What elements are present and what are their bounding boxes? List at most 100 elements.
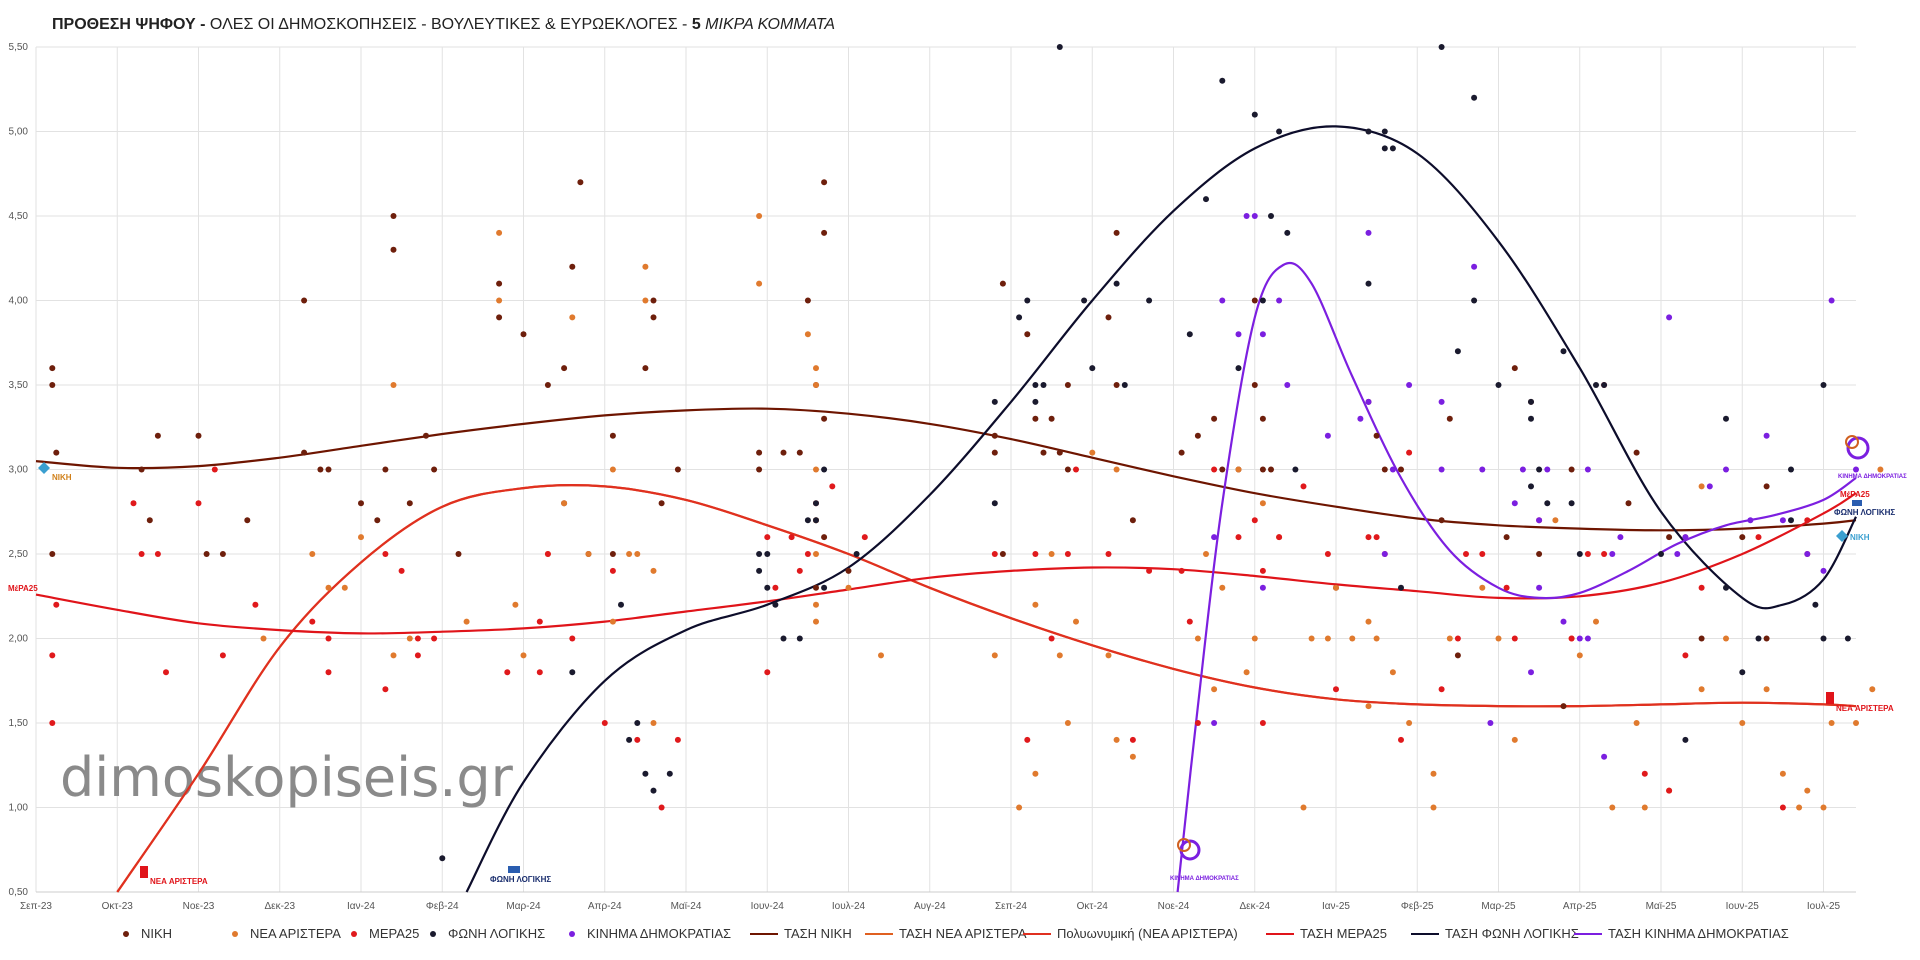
- x-tick-label: Σεπ-24: [995, 901, 1027, 912]
- data-point: [1219, 297, 1226, 304]
- data-point: [1593, 382, 1599, 388]
- data-point: [1064, 551, 1071, 557]
- data-point: [49, 382, 56, 388]
- data-point: [53, 601, 60, 608]
- data-point: [1454, 635, 1461, 642]
- data-point: [821, 415, 828, 422]
- data-point: [390, 246, 397, 253]
- data-point: [154, 432, 161, 439]
- data-point: [1544, 466, 1551, 473]
- data-point: [1511, 500, 1518, 507]
- data-point: [1324, 635, 1331, 642]
- data-point: [1576, 551, 1583, 557]
- x-axis: Σεπ-23 Οκτ-23 Νοε-23 Δεκ-23 Ιαν-24 Φεβ-24 Μαρ-…: [20, 901, 1841, 912]
- data-point: [991, 398, 998, 405]
- data-point: [406, 635, 413, 642]
- data-point: [1292, 466, 1299, 473]
- data-point: [666, 770, 673, 777]
- data-point: [821, 229, 828, 236]
- data-point: [991, 432, 998, 439]
- data-point: [1113, 736, 1120, 743]
- data-point: [1365, 280, 1372, 287]
- data-point: [1300, 483, 1307, 490]
- data-point: [1666, 534, 1673, 541]
- data-point: [650, 314, 657, 321]
- data-point: [1064, 466, 1071, 473]
- data-point: [1503, 584, 1510, 591]
- data-point: [49, 652, 56, 659]
- data-point: [1406, 449, 1413, 456]
- data-point: [1674, 551, 1681, 557]
- data-point: [999, 280, 1006, 287]
- data-point: [1333, 584, 1339, 591]
- data-point: [130, 500, 137, 507]
- data-point: [1178, 567, 1185, 574]
- legend-label: ΤΑΣΗ ΝΕΑ ΑΡΙΣΤΕΡΑ: [899, 926, 1027, 941]
- y-tick-label: 4,50: [9, 211, 29, 222]
- y-tick-label: 2,00: [9, 634, 29, 645]
- data-point: [195, 432, 202, 439]
- data-point: [813, 618, 819, 625]
- data-point: [1511, 635, 1518, 642]
- data-point: [1211, 686, 1218, 693]
- data-point: [1219, 466, 1226, 473]
- y-tick-label: 5,50: [9, 42, 29, 53]
- data-point: [1333, 686, 1339, 693]
- data-point: [1698, 635, 1705, 642]
- data-point: [674, 736, 681, 743]
- data-point: [1633, 720, 1640, 726]
- data-point: [569, 635, 576, 642]
- data-point: [756, 466, 763, 473]
- legend-label: ΤΑΣΗ ΝΙΚΗ: [784, 926, 852, 941]
- data-point: [390, 382, 397, 388]
- logo-kinima-right-text: ΚΙΝΗΜΑ ΔΗΜΟΚΡΑΤΙΑΣ: [1838, 474, 1907, 480]
- data-point: [1438, 686, 1445, 693]
- x-tick-label: Ιαν-24: [347, 901, 375, 912]
- data-point: [650, 720, 657, 726]
- data-point: [642, 770, 649, 777]
- data-point: [219, 652, 226, 659]
- data-point: [1349, 635, 1356, 642]
- data-point: [406, 500, 413, 507]
- data-point: [561, 500, 568, 507]
- data-point: [1056, 44, 1063, 50]
- data-point: [1129, 736, 1136, 743]
- data-point: [756, 567, 763, 574]
- data-point: [146, 517, 153, 524]
- data-point: [634, 551, 641, 557]
- legend-marker: [232, 931, 238, 937]
- data-point: [1129, 517, 1136, 524]
- trend-line: [1176, 261, 1857, 893]
- data-point: [804, 551, 811, 557]
- data-point: [756, 213, 763, 219]
- data-point: [991, 551, 998, 557]
- y-tick-label: 2,50: [9, 549, 29, 560]
- data-point: [845, 584, 852, 591]
- data-point: [1105, 314, 1112, 321]
- data-point: [512, 601, 519, 608]
- data-point: [1259, 584, 1266, 591]
- data-point: [772, 584, 779, 591]
- data-point: [1633, 449, 1640, 456]
- data-point: [821, 466, 828, 473]
- data-point: [1568, 466, 1575, 473]
- data-point: [999, 551, 1006, 557]
- data-point: [163, 669, 169, 676]
- data-point: [496, 314, 503, 321]
- data-point: [1853, 466, 1859, 473]
- data-point: [309, 618, 316, 625]
- data-point: [1129, 753, 1136, 760]
- data-point: [1820, 804, 1827, 811]
- data-point: [1219, 77, 1226, 84]
- data-point: [609, 567, 616, 574]
- data-point: [1251, 111, 1258, 118]
- data-point: [1186, 618, 1193, 625]
- data-point: [49, 720, 56, 726]
- data-point: [341, 584, 348, 591]
- data-point: [1511, 736, 1518, 743]
- data-point: [1089, 365, 1096, 372]
- data-point: [1276, 297, 1283, 304]
- data-point: [1259, 500, 1266, 507]
- data-point: [1024, 736, 1031, 743]
